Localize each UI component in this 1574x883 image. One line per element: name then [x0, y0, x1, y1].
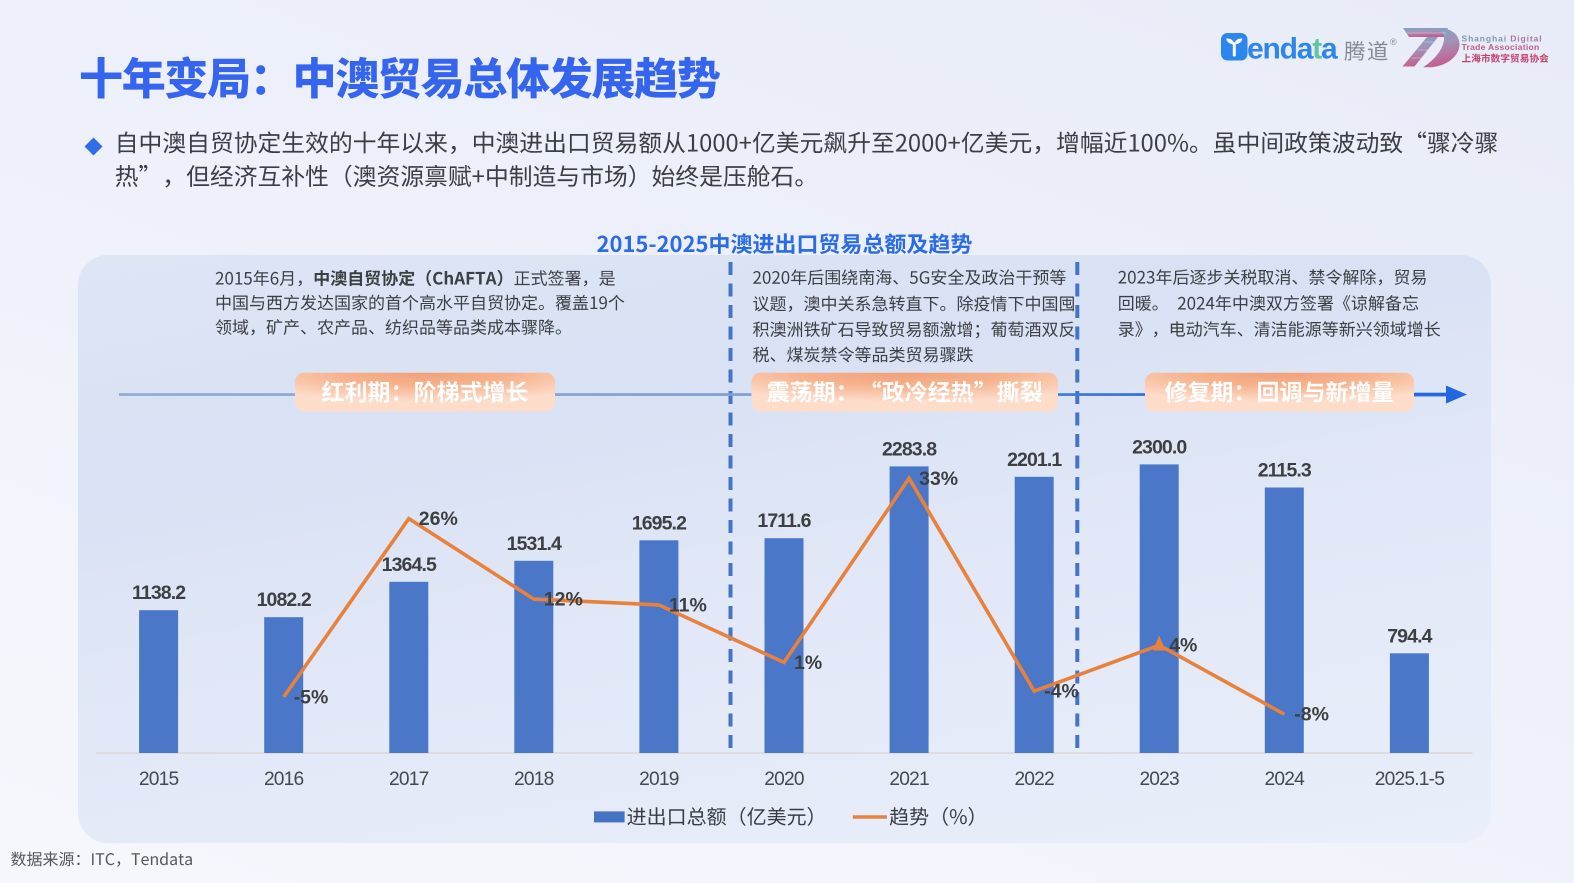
svg-text:33%: 33%	[919, 468, 958, 490]
svg-text:2021: 2021	[889, 769, 929, 790]
svg-text:2015: 2015	[139, 769, 179, 790]
svg-text:1%: 1%	[794, 652, 822, 674]
svg-text:1531.4: 1531.4	[507, 533, 562, 555]
svg-text:1695.2: 1695.2	[632, 512, 687, 534]
svg-text:-5%: -5%	[294, 687, 329, 709]
svg-text:794.4: 794.4	[1387, 625, 1432, 647]
svg-text:11%: 11%	[669, 594, 707, 616]
svg-text:2019: 2019	[639, 769, 679, 790]
svg-text:12%: 12%	[544, 589, 583, 611]
svg-text:2024: 2024	[1265, 769, 1306, 790]
svg-text:1082.2: 1082.2	[257, 589, 312, 611]
svg-text:®: ®	[1390, 37, 1397, 47]
svg-text:1711.6: 1711.6	[757, 510, 811, 532]
svg-text:Shanghai Digital: Shanghai Digital	[1462, 34, 1543, 44]
svg-text:endata: endata	[1247, 33, 1338, 66]
svg-text:1138.2: 1138.2	[132, 582, 186, 604]
svg-text:2201.1: 2201.1	[1007, 449, 1062, 471]
svg-text:2017: 2017	[389, 769, 429, 790]
svg-text:-4%: -4%	[1044, 681, 1079, 703]
svg-text:2023: 2023	[1139, 769, 1179, 790]
svg-text:1364.5: 1364.5	[382, 554, 437, 576]
svg-text:2016: 2016	[264, 769, 304, 790]
svg-text:2115.3: 2115.3	[1258, 460, 1312, 482]
svg-text:Trade Association: Trade Association	[1462, 42, 1540, 52]
svg-text:4%: 4%	[1169, 635, 1197, 657]
svg-text:2022: 2022	[1014, 769, 1054, 790]
svg-text:-8%: -8%	[1294, 704, 1329, 726]
svg-text:26%: 26%	[419, 508, 458, 530]
svg-text:2025.1-5: 2025.1-5	[1375, 769, 1444, 790]
svg-text:2283.8: 2283.8	[882, 438, 937, 460]
svg-text:2020: 2020	[764, 769, 804, 790]
svg-text:2018: 2018	[514, 769, 554, 790]
svg-text:2300.0: 2300.0	[1132, 436, 1187, 458]
